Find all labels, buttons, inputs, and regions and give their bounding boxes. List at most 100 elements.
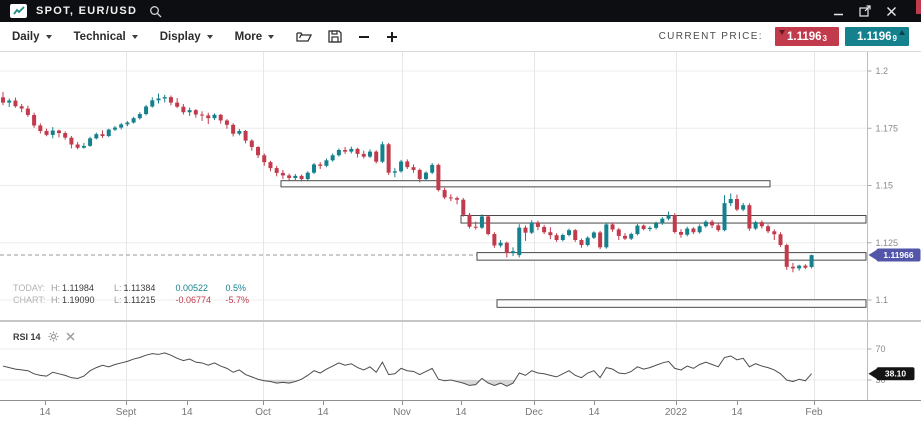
candle-body bbox=[256, 147, 261, 156]
candle-body bbox=[268, 162, 273, 169]
sr-zone-rect[interactable] bbox=[280, 180, 771, 188]
price-axis-label: 1.2 bbox=[876, 66, 889, 76]
chart-change: -0.06774 bbox=[175, 295, 212, 305]
menu-more[interactable]: More bbox=[235, 31, 275, 43]
candle-body bbox=[455, 198, 460, 200]
candle-body bbox=[318, 164, 323, 166]
candle-body bbox=[710, 221, 715, 226]
x-axis-label: Sept bbox=[116, 407, 137, 418]
today-high-key: H: bbox=[51, 283, 60, 293]
candle-body bbox=[175, 102, 180, 107]
candle-body bbox=[324, 160, 329, 166]
current-price-axis-badge: 1.11966 bbox=[868, 248, 921, 262]
candle-body bbox=[685, 228, 690, 235]
candle-body bbox=[554, 235, 559, 241]
chart-low-value: 1.11215 bbox=[123, 295, 156, 305]
candle-body bbox=[386, 144, 391, 173]
candle-body bbox=[759, 222, 764, 227]
candle-body bbox=[94, 134, 99, 139]
menu-display[interactable]: Display bbox=[160, 31, 213, 43]
candle-body bbox=[523, 227, 528, 233]
today-high-value: 1.11984 bbox=[62, 283, 94, 293]
chevron-down-icon bbox=[268, 35, 275, 39]
sr-zone-rect[interactable] bbox=[496, 299, 867, 308]
candle-body bbox=[560, 234, 565, 241]
rsi-value-badge: 38.10 bbox=[868, 367, 915, 381]
candle-body bbox=[610, 224, 615, 230]
rsi-indicator-header: RSI 14 bbox=[13, 331, 75, 342]
candle-body bbox=[479, 216, 484, 228]
candle-body bbox=[753, 222, 758, 229]
current-price-label: CURRENT PRICE: bbox=[658, 31, 763, 42]
chart-canvas[interactable]: 14 Sept 14 Oct 14 Nov 14 Dec 14 2022 14 Feb 1.2 1.175… bbox=[0, 52, 921, 429]
candle-body bbox=[623, 235, 627, 239]
today-label: TODAY: bbox=[13, 283, 46, 293]
candle-body bbox=[168, 97, 173, 103]
candle-body bbox=[305, 172, 310, 180]
price-axis-label: 1.15 bbox=[876, 181, 894, 191]
candle-body bbox=[355, 148, 360, 154]
close-icon[interactable] bbox=[886, 6, 897, 17]
candle-body bbox=[13, 100, 18, 107]
candle-body bbox=[56, 130, 61, 134]
zoom-out-icon[interactable] bbox=[358, 31, 370, 43]
svg-text:38.10: 38.10 bbox=[885, 369, 907, 379]
candle-body bbox=[119, 124, 124, 128]
candle-body bbox=[803, 265, 808, 268]
sr-zone-rect[interactable] bbox=[476, 252, 867, 261]
candle-body bbox=[63, 133, 68, 138]
candle-body bbox=[417, 169, 422, 180]
today-change-pct: 0.5% bbox=[225, 283, 247, 293]
remove-indicator-icon[interactable] bbox=[66, 332, 75, 341]
chevron-down-icon bbox=[131, 35, 138, 39]
ask-price-badge: 1.1196 9 bbox=[845, 27, 909, 46]
price-axis-label: 1.125 bbox=[876, 238, 899, 248]
candle-body bbox=[50, 130, 55, 135]
candle-body bbox=[747, 205, 752, 229]
candle-body bbox=[635, 225, 640, 235]
candle-body bbox=[784, 245, 789, 267]
candle-body bbox=[349, 148, 354, 152]
candle-body bbox=[293, 175, 298, 178]
bid-price-badge: 1.1196 3 bbox=[775, 27, 839, 46]
menu-technical[interactable]: Technical bbox=[74, 31, 138, 43]
candle-body bbox=[567, 230, 572, 235]
candle-body bbox=[100, 134, 105, 137]
candle-body bbox=[44, 130, 49, 135]
popout-icon[interactable] bbox=[859, 5, 871, 17]
x-axis-label: 2022 bbox=[665, 407, 688, 418]
candle-body bbox=[187, 110, 192, 113]
candle-body bbox=[498, 242, 503, 246]
candle-body bbox=[237, 130, 242, 134]
window-title: SPOT, EUR/USD bbox=[36, 5, 138, 17]
search-icon[interactable] bbox=[149, 5, 162, 18]
price-axis-label: 1.175 bbox=[876, 123, 899, 133]
candle-body bbox=[772, 231, 777, 235]
gear-icon[interactable] bbox=[48, 331, 59, 342]
save-icon[interactable] bbox=[328, 30, 342, 43]
candle-body bbox=[697, 226, 702, 233]
menu-timeframe-label: Daily bbox=[12, 30, 40, 43]
candle-body bbox=[641, 225, 646, 230]
zoom-in-icon[interactable] bbox=[386, 31, 398, 43]
x-axis-label: Nov bbox=[393, 407, 411, 418]
candle-body bbox=[442, 190, 447, 198]
chart-low-key: L: bbox=[114, 295, 122, 305]
candle-body bbox=[106, 129, 111, 137]
candle-body bbox=[380, 144, 385, 162]
chart-toolbar: Daily Technical Display More CURRENT PRI… bbox=[0, 22, 921, 52]
candle-body bbox=[405, 161, 410, 168]
candle-body bbox=[231, 124, 236, 134]
month-gridlines bbox=[126, 52, 815, 400]
candle-body bbox=[573, 230, 578, 241]
candle-body bbox=[585, 237, 590, 246]
open-folder-icon[interactable] bbox=[296, 30, 313, 43]
menu-timeframe[interactable]: Daily bbox=[12, 31, 52, 43]
candle-body bbox=[125, 122, 130, 125]
candle-body bbox=[212, 114, 217, 119]
chevron-down-icon bbox=[206, 35, 213, 39]
rsi-label: RSI 14 bbox=[13, 331, 41, 342]
minimize-icon[interactable] bbox=[833, 6, 844, 17]
chart-label: CHART: bbox=[13, 295, 46, 305]
candlestick-chart-svg[interactable]: 14 Sept 14 Oct 14 Nov 14 Dec 14 2022 14 Feb 1.2 1.175… bbox=[0, 52, 921, 429]
